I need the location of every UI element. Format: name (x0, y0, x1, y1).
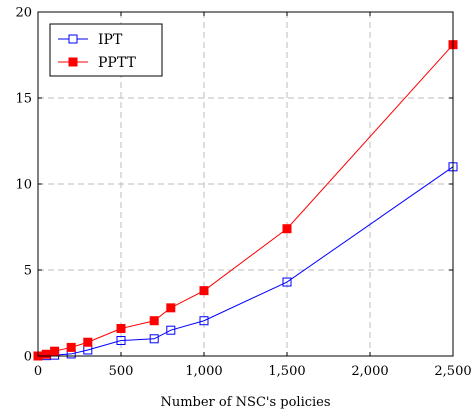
data-point-pptt (83, 337, 93, 347)
data-point-pptt (41, 349, 51, 359)
legend: IPT PPTT (49, 23, 163, 77)
legend-label: PPTT (98, 55, 136, 71)
x-tick-label: 2,000 (351, 364, 388, 379)
series-line-ipt (37, 166, 454, 357)
data-point-pptt (149, 316, 159, 326)
legend-label: IPT (98, 32, 123, 48)
axis-ticks: 0 500 1,000 1,500 2,000 2,500 0 5 10 15 20 (15, 6, 471, 380)
x-axis-title: Number of NSC's policies (160, 395, 330, 410)
x-tick-label: 2,500 (434, 364, 471, 379)
x-tick-label: 1,500 (268, 364, 305, 379)
data-point-ipt (116, 336, 126, 346)
x-tick-label: 500 (109, 364, 134, 379)
data-point-pptt (282, 224, 292, 234)
x-tick-label: 0 (34, 364, 42, 379)
y-tick-label: 10 (15, 178, 32, 193)
y-tick-label: 20 (15, 6, 32, 21)
y-tick-label: 0 (24, 350, 32, 365)
series-line-pptt (37, 44, 454, 357)
data-point-ipt (199, 316, 209, 326)
x-tick-label: 1,000 (185, 364, 222, 379)
series-pptt (33, 40, 458, 361)
legend-marker (68, 34, 78, 44)
data-point-pptt (199, 286, 209, 296)
data-point-pptt (50, 346, 60, 356)
data-point-ipt (166, 325, 176, 335)
y-tick-label: 15 (15, 92, 32, 107)
data-point-ipt (282, 277, 292, 287)
data-point-ipt (149, 334, 159, 344)
legend-marker (68, 57, 78, 67)
data-point-ipt (83, 345, 93, 355)
grid-lines (38, 12, 453, 356)
data-point-pptt (116, 323, 126, 333)
series-layer (33, 40, 458, 361)
series-ipt (33, 162, 458, 361)
data-point-pptt (66, 342, 76, 352)
data-point-pptt (166, 303, 176, 313)
y-tick-label: 5 (24, 264, 32, 279)
legend-box (49, 23, 163, 77)
